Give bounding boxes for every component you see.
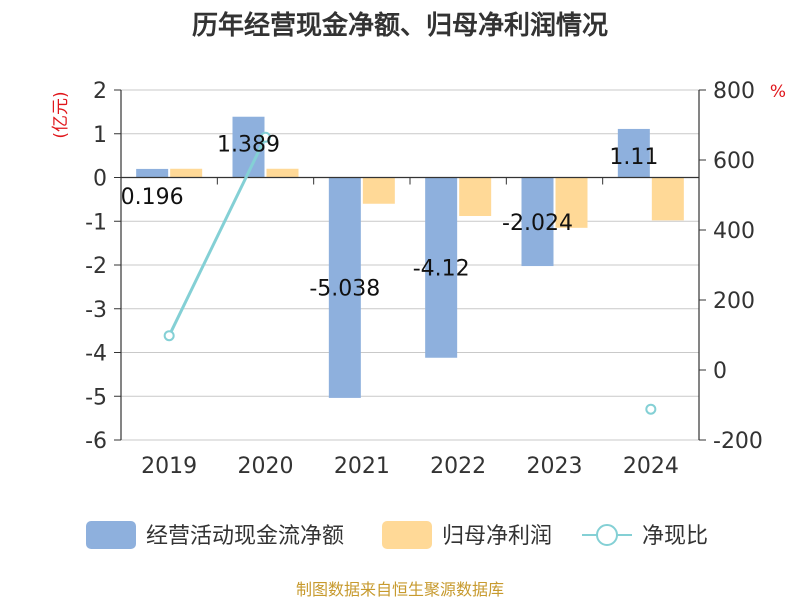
- gridlines: [121, 89, 699, 441]
- bar-profit: [651, 177, 684, 221]
- legend: 经营活动现金流净额 归母净利润 净现比: [86, 521, 708, 549]
- category-labels: 2019 2020 2021 2022 2023 2024: [141, 454, 679, 479]
- bars: [136, 116, 684, 398]
- right-tick-label: -200: [713, 429, 763, 454]
- bar-cashflow: [425, 177, 458, 358]
- category-label: 2024: [623, 454, 679, 479]
- legend-swatch-cashflow: [86, 521, 136, 549]
- chart-title: 历年经营现金净额、归母净利润情况: [192, 10, 608, 41]
- left-tick-label: 1: [93, 123, 107, 148]
- bar-profit: [459, 177, 492, 216]
- data-label-cashflow: -5.038: [309, 277, 380, 302]
- ratio-point: [163, 330, 175, 342]
- data-label-cashflow: 0.196: [121, 185, 184, 210]
- right-tick-label: 800: [713, 79, 755, 104]
- legend-swatch-profit: [382, 521, 432, 549]
- bar-profit: [555, 177, 588, 228]
- left-axis-ticks: 2 1 0 -1 -2 -3 -4 -5 -6: [85, 79, 121, 454]
- left-tick-label: -5: [85, 385, 107, 410]
- right-axis-unit: %: [770, 82, 786, 102]
- right-tick-label: 200: [713, 289, 755, 314]
- category-label: 2022: [430, 454, 486, 479]
- bar-cashflow: [521, 177, 554, 267]
- legend-label-cashflow: 经营活动现金流净额: [146, 524, 344, 549]
- category-label: 2021: [334, 454, 390, 479]
- left-tick-label: -3: [85, 298, 107, 323]
- data-label-cashflow: 1.389: [217, 133, 280, 158]
- bar-profit: [170, 168, 203, 178]
- right-axis-ticks: 800 600 400 200 0 -200: [699, 79, 763, 454]
- source-note: 制图数据来自恒生聚源数据库: [296, 580, 504, 599]
- right-tick-label: 600: [713, 149, 755, 174]
- left-tick-label: -4: [85, 342, 107, 367]
- legend-marker-ratio: [596, 524, 618, 546]
- data-label-cashflow: 1.11: [609, 145, 658, 170]
- category-label: 2020: [238, 454, 294, 479]
- bar-cashflow: [136, 168, 169, 178]
- ratio-segment: [167, 136, 267, 337]
- bar-profit: [362, 177, 395, 204]
- left-tick-label: 2: [93, 79, 107, 104]
- category-label: 2019: [141, 454, 197, 479]
- bar-cashflow: [328, 177, 361, 398]
- legend-label-profit: 归母净利润: [442, 524, 552, 549]
- ratio-point: [645, 403, 657, 415]
- ratio-line: [163, 131, 657, 415]
- bar-profit: [266, 168, 299, 178]
- axes: [120, 90, 700, 440]
- left-tick-label: -2: [85, 254, 107, 279]
- legend-label-ratio: 净现比: [642, 524, 708, 549]
- left-tick-label: -6: [85, 429, 107, 454]
- ratio-point: [260, 131, 271, 143]
- category-label: 2023: [527, 454, 583, 479]
- left-axis-unit: (亿元): [51, 91, 71, 138]
- data-labels: 0.196 1.389 -5.038 -4.12 -2.024 1.11: [121, 133, 659, 302]
- data-label-cashflow: -2.024: [502, 211, 573, 236]
- left-tick-label: 0: [93, 167, 107, 192]
- bar-cashflow: [617, 128, 650, 178]
- right-tick-label: 400: [713, 219, 755, 244]
- right-tick-label: 0: [713, 359, 727, 384]
- data-label-cashflow: -4.12: [413, 257, 470, 282]
- left-tick-label: -1: [85, 210, 107, 235]
